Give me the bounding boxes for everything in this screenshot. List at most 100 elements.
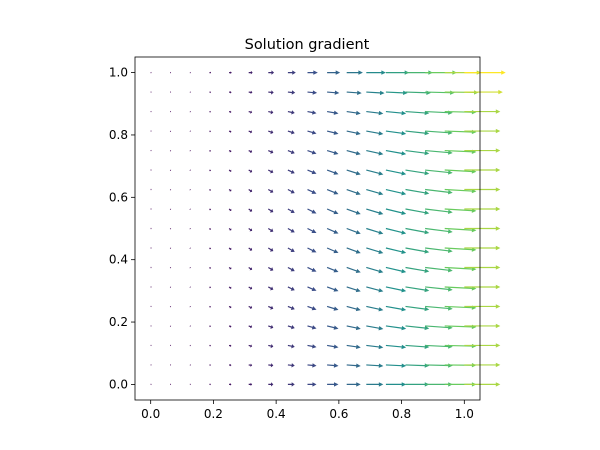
arrow: [268, 90, 274, 95]
arrow: [268, 324, 274, 330]
arrow: [464, 323, 501, 329]
arrow: [169, 286, 172, 288]
arrow: [268, 344, 274, 349]
arrow: [150, 71, 152, 74]
arrow: [189, 150, 191, 152]
arrow: [366, 188, 384, 196]
arrow: [444, 382, 477, 387]
arrow: [405, 169, 430, 176]
x-tick-label: 0.6: [329, 407, 348, 421]
arrow: [287, 169, 295, 174]
arrow: [169, 169, 172, 171]
arrow: [287, 227, 295, 233]
arrow: [444, 363, 477, 368]
arrow: [385, 247, 407, 254]
arrow: [326, 130, 339, 135]
arrow: [287, 305, 295, 311]
arrow: [209, 71, 212, 74]
arrow: [248, 228, 253, 232]
arrow: [267, 247, 274, 252]
arrow: [346, 110, 361, 116]
arrow: [464, 109, 501, 114]
arrow: [366, 382, 384, 387]
arrow: [385, 286, 407, 293]
arrow: [425, 130, 453, 135]
arrow: [169, 228, 172, 230]
arrow: [248, 286, 253, 290]
arrow: [425, 266, 453, 273]
arrow: [228, 286, 232, 289]
arrow: [405, 130, 430, 136]
arrow: [464, 382, 501, 387]
arrow: [366, 227, 384, 235]
arrow: [405, 325, 430, 331]
arrow: [150, 286, 152, 288]
arrow: [287, 208, 295, 214]
arrow: [268, 70, 275, 75]
arrow: [326, 169, 339, 175]
arrow: [346, 344, 361, 349]
arrow: [444, 324, 477, 330]
arrow: [248, 247, 253, 251]
arrow: [444, 90, 479, 95]
arrow: [425, 382, 453, 387]
arrow: [346, 363, 361, 368]
arrow: [189, 110, 191, 113]
arrow: [307, 286, 317, 292]
arrow: [307, 227, 317, 234]
arrow: [268, 129, 274, 135]
arrow: [464, 245, 501, 251]
arrow: [248, 169, 253, 173]
arrow: [150, 344, 152, 347]
arrow: [287, 70, 296, 75]
arrow: [268, 266, 274, 271]
arrow: [268, 110, 274, 115]
arrow: [268, 169, 274, 174]
arrow: [307, 266, 317, 272]
arrow: [307, 169, 317, 175]
arrow: [228, 305, 232, 309]
arrow: [209, 169, 211, 172]
arrow: [267, 227, 274, 233]
arrow: [405, 110, 430, 116]
arrow: [150, 110, 152, 113]
arrow: [228, 228, 232, 231]
arrow: [444, 227, 477, 233]
arrow: [346, 325, 361, 331]
arrow: [307, 110, 317, 115]
y-tick-label: 0.6: [109, 190, 128, 204]
arrow: [209, 150, 211, 152]
plot-frame: [134, 56, 481, 401]
arrow: [287, 266, 295, 272]
arrow: [189, 208, 191, 210]
arrow: [425, 344, 453, 349]
arrow: [287, 130, 295, 135]
arrow: [326, 208, 339, 215]
x-tick-label: 1.0: [455, 407, 474, 421]
arrow: [307, 149, 317, 155]
arrow: [346, 90, 362, 96]
arrow: [169, 189, 172, 191]
y-tick-label: 0.8: [109, 128, 128, 142]
arrow: [366, 90, 385, 96]
arrow: [346, 169, 361, 176]
arrow: [307, 344, 317, 349]
arrow: [169, 150, 172, 152]
arrow: [326, 149, 339, 155]
x-tick-label: 0.4: [267, 407, 286, 421]
arrow: [170, 91, 172, 93]
arrow: [366, 286, 384, 293]
arrow: [385, 169, 407, 176]
arrow: [366, 169, 384, 176]
arrow: [189, 130, 191, 132]
arrow: [169, 267, 172, 269]
arrow: [189, 325, 191, 327]
arrow: [366, 149, 384, 156]
arrow: [228, 189, 232, 192]
arrow: [366, 130, 384, 136]
arrow: [405, 266, 430, 273]
arrow: [326, 286, 339, 292]
arrow: [170, 383, 172, 386]
arrow: [464, 362, 501, 368]
